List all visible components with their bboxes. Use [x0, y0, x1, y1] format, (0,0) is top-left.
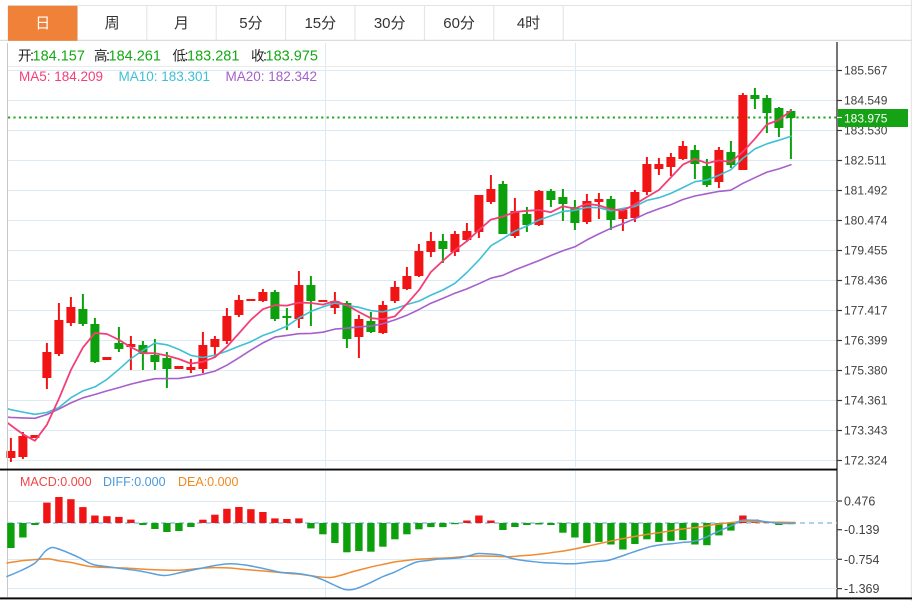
- svg-text:183.975: 183.975: [844, 112, 888, 126]
- svg-text:DEA:0.000: DEA:0.000: [178, 475, 239, 489]
- svg-text:MA10: 183.301: MA10: 183.301: [119, 69, 211, 84]
- svg-text:174.361: 174.361: [844, 394, 888, 408]
- svg-text:30分: 30分: [374, 15, 406, 32]
- svg-text:4时: 4时: [517, 15, 540, 32]
- svg-text:176.399: 176.399: [844, 334, 888, 348]
- svg-text:周: 周: [105, 15, 120, 32]
- svg-text:173.343: 173.343: [844, 424, 888, 438]
- svg-text:178.436: 178.436: [844, 274, 888, 288]
- svg-text:-0.139: -0.139: [844, 523, 879, 537]
- svg-text:182.511: 182.511: [844, 154, 887, 168]
- svg-text:DIFF:0.000: DIFF:0.000: [103, 475, 166, 489]
- svg-text:日: 日: [35, 15, 50, 32]
- svg-text:15分: 15分: [304, 15, 336, 32]
- svg-text:MA20: 182.342: MA20: 182.342: [226, 69, 318, 84]
- svg-text:172.324: 172.324: [844, 454, 888, 468]
- svg-text:175.380: 175.380: [844, 364, 888, 378]
- svg-text:MA5: 184.209: MA5: 184.209: [19, 69, 103, 84]
- svg-text:180.474: 180.474: [844, 214, 888, 228]
- svg-text:MACD:0.000: MACD:0.000: [20, 475, 92, 489]
- svg-text:-1.369: -1.369: [844, 582, 879, 596]
- svg-text:-0.754: -0.754: [844, 553, 879, 567]
- svg-text:177.417: 177.417: [844, 304, 888, 318]
- svg-text:184.549: 184.549: [844, 94, 888, 108]
- svg-text:185.567: 185.567: [844, 64, 888, 78]
- svg-text:0.476: 0.476: [844, 495, 875, 509]
- svg-text:181.492: 181.492: [844, 184, 888, 198]
- svg-text:5分: 5分: [239, 15, 262, 32]
- svg-text:60分: 60分: [443, 15, 475, 32]
- svg-text:179.455: 179.455: [844, 244, 888, 258]
- svg-text:月: 月: [174, 15, 189, 32]
